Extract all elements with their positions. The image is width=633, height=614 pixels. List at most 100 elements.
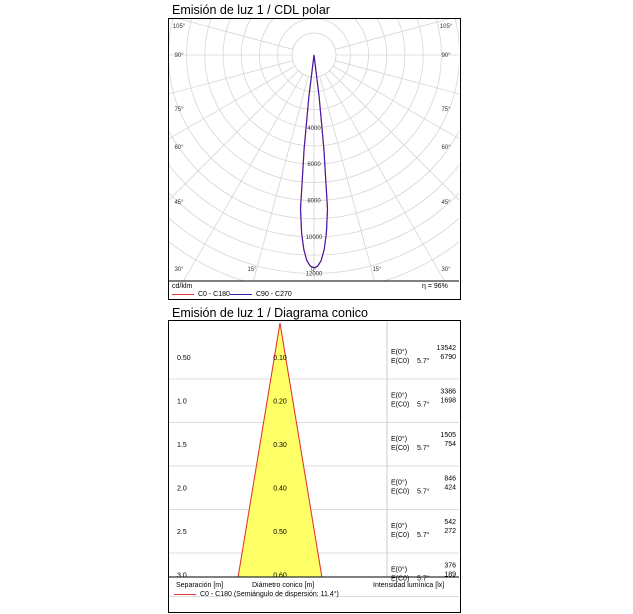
cone-row: 0.50 0.10 E(0°) E(C0) 5.7° 13542 6790 xyxy=(177,345,456,365)
polar-spoke xyxy=(335,60,459,95)
cone-row: 3.0 0.60 E(0°) E(C0) 5.7° 376 189 xyxy=(177,563,456,583)
polar-efficiency-label: η = 96% xyxy=(422,283,448,290)
ec0-label: E(C0) xyxy=(391,489,409,496)
e0-label: E(0°) xyxy=(391,566,407,574)
separation-axis-label: Separación [m] xyxy=(176,582,224,589)
diameter-value: 0.40 xyxy=(273,486,287,493)
ec0-value: 1698 xyxy=(440,398,456,405)
ec0-label: E(C0) xyxy=(391,402,409,409)
e0-label: E(0°) xyxy=(391,479,407,487)
diameter-value: 0.50 xyxy=(273,529,287,536)
e0-value: 1505 xyxy=(440,432,456,439)
legend-swatch-c0 xyxy=(172,293,194,295)
cone-shape xyxy=(169,321,459,597)
half-angle-value: 5.7° xyxy=(417,531,430,539)
cone-row: 1.5 0.30 E(0°) E(C0) 5.7° 1505 754 xyxy=(177,432,456,452)
polar-curves xyxy=(299,54,329,269)
half-angle-value: 5.7° xyxy=(417,444,430,452)
angle-label-left: 105° xyxy=(173,24,186,30)
polar-labels: 4000 6000 8000 10000 12000 105° 90° 75° 60° 45° 30… xyxy=(173,24,453,277)
polar-unit-label: cd/klm xyxy=(172,283,193,290)
polar-legend-c0: C0 - C180 xyxy=(172,291,230,298)
cone-diagram: 0.50 0.10 E(0°) E(C0) 5.7° 13542 6790 1.0 0.20 E(… xyxy=(169,321,459,597)
e0-value: 13542 xyxy=(437,345,457,352)
diameter-value: 0.10 xyxy=(273,355,287,362)
separation-value: 2.5 xyxy=(177,529,187,536)
radial-tick-label: 6000 xyxy=(307,162,321,168)
separation-value: 1.0 xyxy=(177,399,187,406)
diameter-value: 0.60 xyxy=(273,573,287,580)
separation-value: 0.50 xyxy=(177,355,191,362)
angle-label-left: 30° xyxy=(174,267,184,273)
polar-spoke xyxy=(335,19,450,50)
polar-spoke xyxy=(183,73,304,281)
angle-label-left: 60° xyxy=(174,145,184,151)
radial-tick-label: 12000 xyxy=(306,271,323,277)
angle-label-right: 90° xyxy=(441,53,451,59)
half-angle-value: 5.7° xyxy=(417,575,430,583)
ec0-label: E(C0) xyxy=(391,576,409,583)
cone-row: 2.0 0.40 E(0°) E(C0) 5.7° 846 424 xyxy=(177,476,456,496)
half-angle-value: 5.7° xyxy=(417,488,430,496)
cone-chart-title: Emisión de luz 1 / Diagrama conico xyxy=(172,306,368,320)
e0-label: E(0°) xyxy=(391,348,407,356)
angle-label-left: 90° xyxy=(174,53,184,59)
diameter-axis-label: Diámetro conico [m] xyxy=(252,582,315,589)
polar-legend-c90: C90 - C270 xyxy=(230,291,292,298)
angle-label-right: 105° xyxy=(440,24,453,30)
cone-row: 2.5 0.50 E(0°) E(C0) 5.7° 542 272 xyxy=(177,519,456,539)
polar-chart: 4000 6000 8000 10000 12000 105° 90° 75° 60° 45° 30… xyxy=(169,19,459,282)
angle-label-bottom: 0° xyxy=(311,267,317,273)
e0-label: E(0°) xyxy=(391,435,407,443)
e0-label: E(0°) xyxy=(391,392,407,400)
e0-value: 542 xyxy=(444,519,456,526)
ec0-value: 424 xyxy=(444,485,456,492)
ec0-value: 272 xyxy=(444,528,456,535)
e0-label: E(0°) xyxy=(391,522,407,530)
e0-value: 376 xyxy=(444,563,456,570)
angle-label-right: 60° xyxy=(441,145,451,151)
polar-spoke xyxy=(169,60,293,95)
diameter-value: 0.30 xyxy=(273,442,287,449)
ec0-label: E(C0) xyxy=(391,445,409,452)
angle-label-right: 45° xyxy=(441,200,451,206)
diameter-value: 0.20 xyxy=(273,399,287,406)
angle-label-right: 30° xyxy=(441,267,451,273)
legend-label-c0: C0 - C180 xyxy=(198,291,230,298)
e0-value: 3386 xyxy=(440,389,456,396)
polar-spoke xyxy=(332,65,459,140)
polar-chart-frame: 4000 6000 8000 10000 12000 105° 90° 75° 60° 45° 30… xyxy=(168,18,461,300)
angle-label-right: 15° xyxy=(372,267,382,273)
separation-value: 3.0 xyxy=(177,573,187,580)
angle-label-left: 45° xyxy=(174,200,184,206)
ec0-label: E(C0) xyxy=(391,532,409,539)
polar-spoke xyxy=(329,70,459,201)
cone-chart-frame: 0.50 0.10 E(0°) E(C0) 5.7° 13542 6790 1.0 0.20 E(… xyxy=(168,320,461,613)
ec0-label: E(C0) xyxy=(391,358,409,365)
angle-label-right: 75° xyxy=(441,107,451,113)
polar-grid-lines xyxy=(169,19,459,281)
half-angle-value: 5.7° xyxy=(417,401,430,409)
ec0-value: 754 xyxy=(444,441,456,448)
polar-spoke xyxy=(253,76,309,281)
ec0-value: 6790 xyxy=(440,354,456,361)
polar-spoke xyxy=(319,76,375,281)
separation-value: 2.0 xyxy=(177,486,187,493)
polar-spoke xyxy=(324,73,445,281)
legend-label-c90: C90 - C270 xyxy=(256,291,292,298)
ec0-value: 189 xyxy=(444,572,456,579)
cone-legend: C0 - C180 (Semiángulo de dispersión: 11.… xyxy=(174,591,339,598)
polar-spoke xyxy=(169,65,296,140)
half-angle-value: 5.7° xyxy=(417,357,430,365)
angle-label-left: 15° xyxy=(247,267,257,273)
radial-tick-label: 4000 xyxy=(307,126,321,132)
polar-grid xyxy=(169,19,459,282)
cone-row: 1.0 0.20 E(0°) E(C0) 5.7° 3386 1698 xyxy=(177,389,456,409)
radial-tick-label: 10000 xyxy=(306,235,323,241)
polar-curve-c90-c270 xyxy=(299,54,329,269)
polar-chart-title: Emisión de luz 1 / CDL polar xyxy=(172,3,330,17)
polar-spoke xyxy=(178,19,293,50)
radial-tick-label: 8000 xyxy=(307,199,321,205)
cone-rows: 0.50 0.10 E(0°) E(C0) 5.7° 13542 6790 1.0 0.20 E(… xyxy=(177,345,456,583)
cone-legend-label: C0 - C180 (Semiángulo de dispersión: 11.… xyxy=(200,591,339,598)
